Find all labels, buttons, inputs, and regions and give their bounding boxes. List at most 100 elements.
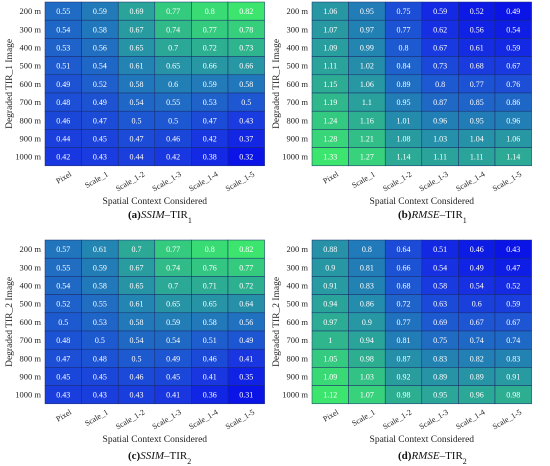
cell-value-label: 0.8 bbox=[362, 245, 372, 254]
cell-value-label: 1.06 bbox=[360, 80, 374, 89]
y-tick-label: 200 m bbox=[287, 244, 309, 254]
cell-value-label: 0.5 bbox=[132, 116, 142, 125]
cell-value-label: 0.43 bbox=[239, 116, 253, 125]
cell-value-label: 0.55 bbox=[56, 263, 70, 272]
cell-value-label: 0.5 bbox=[241, 98, 251, 107]
cell-value-label: 0.52 bbox=[470, 7, 484, 16]
x-tick-label: Scale_1-2 bbox=[114, 170, 146, 194]
cell-value-label: 0.46 bbox=[130, 373, 144, 382]
cell-value-label: 0.48 bbox=[56, 336, 70, 345]
x-tick-label: Scale_1-2 bbox=[381, 408, 413, 432]
y-tick-label: 500 m bbox=[287, 61, 309, 71]
cell-value-label: 0.83 bbox=[506, 354, 520, 363]
cell-value-label: 0.5 bbox=[132, 354, 142, 363]
cell-value-label: 1.05 bbox=[323, 354, 337, 363]
cell-value-label: 0.58 bbox=[93, 25, 107, 34]
cell-value-label: 0.82 bbox=[239, 7, 253, 16]
cell-value-label: 1.11 bbox=[323, 62, 337, 71]
cell-value-label: 0.46 bbox=[203, 354, 217, 363]
cell-value-label: 0.78 bbox=[239, 25, 253, 34]
cell-value-label: 0.77 bbox=[166, 245, 180, 254]
cell-value-label: 0.42 bbox=[203, 135, 217, 144]
y-tick-label: 500 m bbox=[20, 299, 42, 309]
y-tick-label: 800 m bbox=[287, 353, 309, 363]
x-axis-label: Spatial Context Considered bbox=[103, 197, 208, 207]
cell-value-label: 0.54 bbox=[93, 62, 107, 71]
cell-value-label: 0.54 bbox=[130, 336, 144, 345]
cell-value-label: 0.44 bbox=[56, 135, 70, 144]
y-tick-label: 1000 m bbox=[15, 152, 41, 162]
cell-value-label: 0.59 bbox=[93, 263, 107, 272]
x-tick-label: Scale_1-4 bbox=[454, 408, 486, 432]
caption-rest: –TIR bbox=[163, 450, 188, 462]
cell-value-label: 0.54 bbox=[506, 25, 520, 34]
cell-value-label: 0.7 bbox=[168, 282, 178, 291]
panel-caption: (a)SSIM–TIR1 bbox=[128, 209, 192, 225]
cell-value-label: 1 bbox=[328, 336, 332, 345]
caption-subscript: 2 bbox=[187, 457, 191, 466]
cell-value-label: 0.74 bbox=[166, 263, 180, 272]
cell-value-label: 0.85 bbox=[470, 98, 484, 107]
cell-value-label: 0.43 bbox=[56, 391, 70, 400]
cell-value-label: 0.89 bbox=[397, 80, 411, 89]
caption-subscript: 1 bbox=[188, 216, 192, 225]
cell-value-label: 0.42 bbox=[166, 153, 180, 162]
cell-value-label: 0.88 bbox=[323, 245, 337, 254]
caption-letter: (b) bbox=[398, 209, 412, 221]
cell-value-label: 0.61 bbox=[470, 44, 484, 53]
cell-value-label: 0.66 bbox=[239, 62, 253, 71]
cell-value-label: 0.52 bbox=[93, 80, 107, 89]
cell-value-label: 0.58 bbox=[130, 80, 144, 89]
cell-value-label: 0.87 bbox=[397, 354, 411, 363]
cell-value-label: 1.03 bbox=[433, 135, 447, 144]
cell-value-label: 0.5 bbox=[168, 116, 178, 125]
x-tick-label: Scale_1-5 bbox=[224, 170, 256, 194]
cell-value-label: 0.86 bbox=[506, 98, 520, 107]
caption-subscript: 2 bbox=[463, 457, 467, 466]
cell-value-label: 0.54 bbox=[166, 336, 180, 345]
x-axis-label: Spatial Context Considered bbox=[370, 435, 475, 445]
y-tick-label: 200 m bbox=[287, 6, 309, 16]
x-tick-label: Scale_1-5 bbox=[491, 408, 523, 432]
cell-value-label: 0.67 bbox=[506, 62, 520, 71]
cell-value-label: 0.92 bbox=[397, 373, 411, 382]
cell-value-label: 1.07 bbox=[360, 391, 374, 400]
cell-value-label: 0.65 bbox=[130, 282, 144, 291]
x-tick-label: Scale_1-3 bbox=[418, 408, 450, 432]
cell-value-label: 0.67 bbox=[433, 44, 447, 53]
cell-value-label: 0.77 bbox=[397, 318, 411, 327]
y-tick-label: 900 m bbox=[20, 134, 42, 144]
heatmap-cell bbox=[494, 147, 532, 167]
cell-value-label: 0.89 bbox=[470, 373, 484, 382]
cell-value-label: 0.91 bbox=[506, 373, 520, 382]
cell-value-label: 0.54 bbox=[470, 282, 484, 291]
panel-caption: (c)SSIM–TIR2 bbox=[128, 450, 191, 466]
cell-value-label: 1.08 bbox=[397, 135, 411, 144]
caption-metric: SSIM bbox=[140, 450, 165, 462]
x-tick-label: Pixel bbox=[54, 169, 73, 185]
cell-value-label: 0.67 bbox=[506, 318, 520, 327]
cell-value-label: 1.1 bbox=[362, 98, 372, 107]
cell-value-label: 0.7 bbox=[132, 245, 142, 254]
cell-value-label: 0.83 bbox=[433, 354, 447, 363]
panel-a: 0.55 0.59 0.69 0.77 0.8 0.820.54 0.58 0.67 0.74 0… bbox=[5, 1, 265, 225]
cell-value-label: 1.03 bbox=[360, 373, 374, 382]
y-tick-label: 1000 m bbox=[282, 390, 308, 400]
cell-value-label: 0.66 bbox=[397, 263, 411, 272]
y-tick-label: 900 m bbox=[20, 372, 42, 382]
cell-value-label: 0.53 bbox=[56, 44, 70, 53]
cell-value-label: 0.82 bbox=[239, 245, 253, 254]
cell-value-label: 1.15 bbox=[323, 80, 337, 89]
cell-value-label: 0.97 bbox=[360, 25, 374, 34]
cell-value-label: 0.77 bbox=[239, 263, 253, 272]
y-tick-label: 700 m bbox=[287, 97, 309, 107]
y-tick-label: 700 m bbox=[20, 97, 42, 107]
cell-value-label: 0.58 bbox=[93, 282, 107, 291]
cell-value-label: 1.14 bbox=[506, 153, 520, 162]
cell-value-label: 0.47 bbox=[56, 354, 70, 363]
y-tick-label: 400 m bbox=[20, 281, 42, 291]
cell-value-label: 0.65 bbox=[166, 300, 180, 309]
cell-value-label: 0.59 bbox=[506, 300, 520, 309]
cell-value-label: 0.58 bbox=[203, 318, 217, 327]
cell-value-label: 0.84 bbox=[397, 62, 411, 71]
